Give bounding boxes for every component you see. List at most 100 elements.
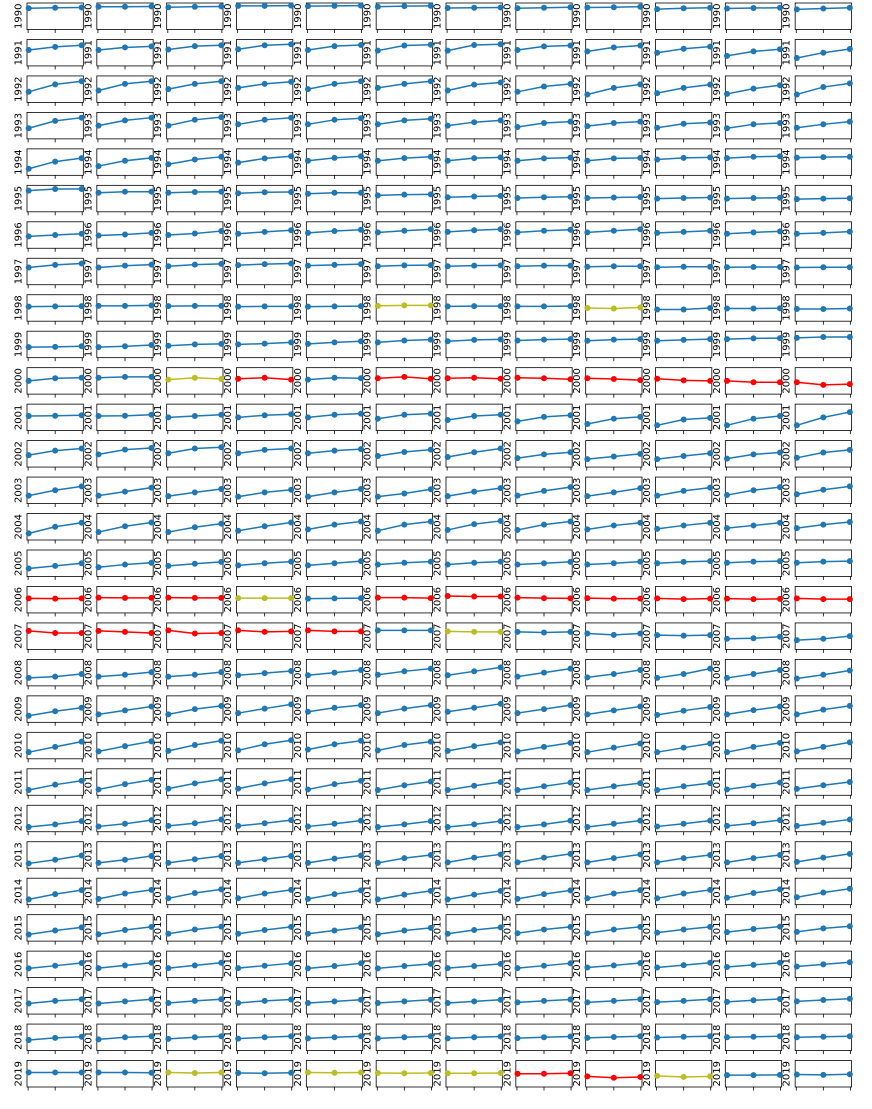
row-label: 2018: [223, 1025, 234, 1050]
data-point: [375, 528, 381, 534]
subplot-2005-3: 2005: [153, 550, 224, 580]
row-label: 1994: [712, 149, 723, 174]
row-label: 2011: [782, 769, 793, 794]
row-label: 1991: [14, 40, 25, 65]
subplot-1992-5: 1992: [293, 76, 364, 106]
row-label: 1992: [363, 76, 374, 101]
data-point: [375, 896, 381, 902]
data-point: [751, 783, 757, 789]
data-point: [375, 931, 381, 937]
data-point: [681, 633, 687, 639]
row-label: 1993: [223, 113, 234, 138]
row-label: 1990: [782, 4, 793, 29]
data-point: [584, 595, 590, 601]
data-point: [584, 526, 590, 532]
subplot-2013-2: 2013: [83, 842, 154, 872]
data-point: [305, 896, 311, 902]
row-label: 2005: [223, 551, 234, 576]
data-point: [26, 413, 32, 419]
data-point: [681, 264, 687, 270]
row-label: 1990: [363, 4, 374, 29]
data-point: [26, 188, 32, 194]
data-point: [165, 965, 171, 971]
data-point: [654, 1035, 660, 1041]
row-label: 2008: [83, 660, 94, 685]
data-point: [192, 1070, 198, 1076]
row-label: 2007: [642, 623, 653, 648]
data-point: [192, 926, 198, 932]
data-point: [820, 487, 826, 493]
row-label: 2019: [433, 1061, 444, 1086]
row-label: 2016: [153, 952, 164, 977]
axes-frame: [656, 1061, 712, 1087]
subplot-2007-9: 2007: [572, 623, 643, 653]
row-label: 2002: [433, 441, 444, 466]
data-point: [401, 782, 407, 788]
axes-frame: [306, 76, 362, 102]
data-point: [96, 1036, 102, 1042]
row-label: 2018: [642, 1025, 653, 1050]
data-point: [681, 155, 687, 161]
data-point: [541, 155, 547, 161]
row-label: 1991: [712, 40, 723, 65]
subplot-2019-3: 2019: [153, 1061, 224, 1091]
subplot-1993-12: 1993: [782, 112, 853, 142]
data-point: [724, 53, 730, 59]
row-label: 2006: [223, 587, 234, 612]
subplot-2006-4: 2006: [223, 586, 294, 616]
subplot-1993-9: 1993: [572, 112, 643, 142]
subplot-1990-5: 1990: [293, 3, 364, 33]
row-label: 2000: [14, 368, 25, 393]
data-point: [724, 1034, 730, 1040]
data-point: [541, 488, 547, 494]
subplot-2011-9: 2011: [572, 769, 643, 799]
subplot-1996-6: 1996: [363, 222, 434, 252]
row-label: 1996: [14, 222, 25, 247]
subplot-1997-8: 1997: [502, 258, 573, 288]
subplot-2002-4: 2002: [223, 441, 294, 471]
subplot-1997-12: 1997: [782, 258, 853, 288]
data-point: [820, 121, 826, 127]
subplot-1999-8: 1999: [502, 331, 573, 361]
data-point: [611, 962, 617, 968]
row-label: 2004: [363, 514, 374, 539]
row-label: 2013: [293, 842, 304, 867]
subplot-2006-1: 2006: [14, 586, 85, 616]
data-point: [192, 856, 198, 862]
subplot-2018-6: 2018: [363, 1024, 434, 1054]
subplot-2010-12: 2010: [782, 732, 853, 762]
subplot-2000-11: 2000: [712, 368, 783, 398]
data-point: [332, 155, 338, 161]
subplot-2003-8: 2003: [502, 477, 573, 507]
data-point: [262, 927, 268, 933]
row-label: 2019: [293, 1061, 304, 1086]
row-label: 2019: [153, 1061, 164, 1086]
row-label: 2003: [153, 478, 164, 503]
subplot-2013-4: 2013: [223, 842, 294, 872]
row-label: 1995: [293, 186, 304, 211]
data-point: [52, 963, 58, 969]
data-point: [332, 339, 338, 345]
row-label: 2014: [502, 879, 513, 904]
data-point: [611, 337, 617, 343]
data-point: [611, 1075, 617, 1081]
subplot-2012-9: 2012: [572, 805, 643, 835]
row-label: 2011: [642, 769, 653, 794]
data-point: [262, 670, 268, 676]
subplot-1992-11: 1992: [712, 76, 783, 106]
row-label: 1990: [293, 4, 304, 29]
data-point: [847, 519, 853, 525]
axes-frame: [306, 149, 362, 175]
data-point: [751, 487, 757, 493]
data-point: [192, 962, 198, 968]
data-point: [584, 91, 590, 97]
data-point: [515, 303, 521, 309]
data-point: [751, 744, 757, 750]
data-point: [401, 374, 407, 380]
axes-frame: [516, 769, 572, 795]
subplot-2015-4: 2015: [223, 915, 294, 945]
axes-frame: [516, 331, 572, 357]
subplot-1994-1: 1994: [14, 149, 85, 179]
axes-frame: [306, 185, 362, 211]
data-point: [96, 233, 102, 239]
